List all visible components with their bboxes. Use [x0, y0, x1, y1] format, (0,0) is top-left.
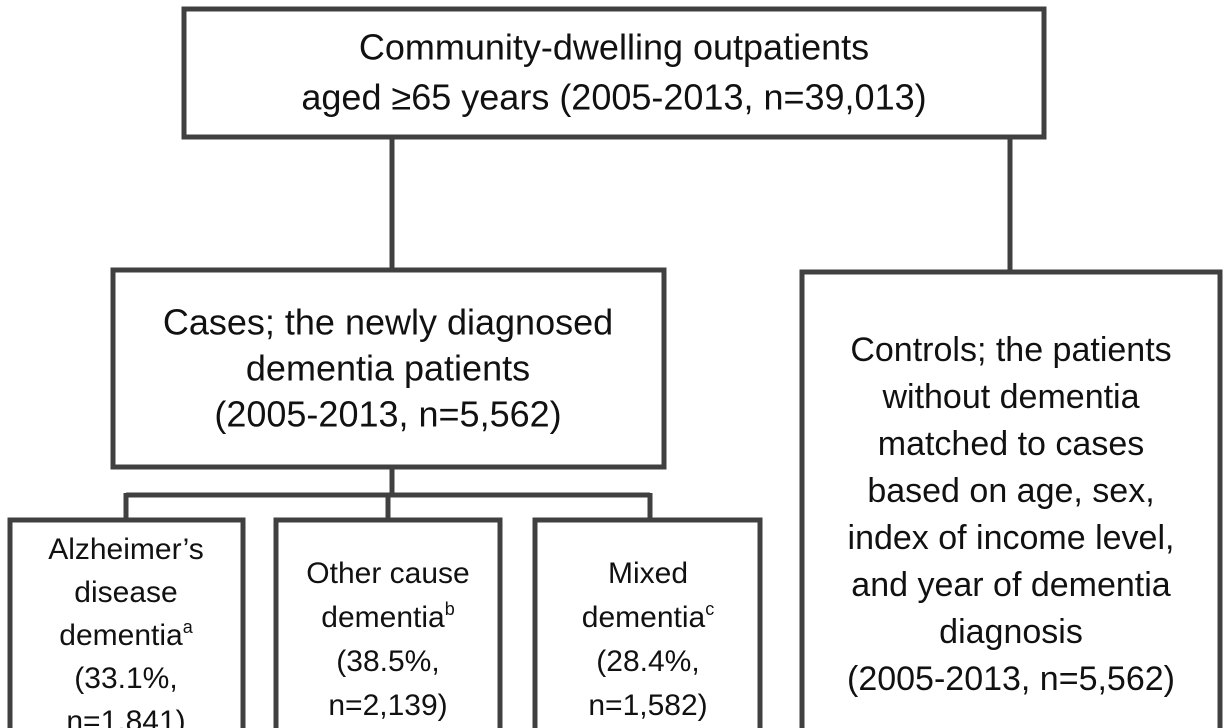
node-text: dementiaa [59, 617, 193, 652]
node-text: (2005-2013, n=5,562) [214, 394, 561, 435]
node-text: (28.4%, [596, 645, 699, 678]
superscript: b [445, 599, 455, 619]
node-text: and year of dementia [851, 566, 1171, 604]
node-text: (38.5%, [336, 645, 439, 678]
box [799, 269, 1223, 728]
box [181, 6, 1047, 140]
node-text: dementia [59, 619, 183, 652]
node-text: dementiab [321, 599, 454, 634]
node-text: Controls; the patients [850, 331, 1171, 369]
node-text: n=1,841) [66, 705, 185, 728]
superscript: c [705, 599, 714, 619]
node-text: n=1,582) [588, 689, 707, 722]
node-text: dementia [321, 601, 445, 634]
node-text: n=2,139) [328, 689, 447, 722]
node-text: dementia patients [246, 348, 530, 389]
box [532, 517, 763, 728]
node-text: (33.1%, [74, 662, 177, 695]
node-text: aged ≥65 years (2005-2013, n=39,013) [301, 77, 926, 118]
node-text: dementiac [582, 599, 714, 634]
superscript: a [183, 617, 194, 637]
node-text: Cases; the newly diagnosed [163, 302, 613, 343]
node-text: Other cause [306, 557, 469, 590]
node-text: dementia [582, 601, 706, 634]
node-text: disease [74, 576, 177, 609]
box [110, 267, 667, 470]
node-text: Community-dwelling outpatients [359, 27, 869, 68]
node-text: matched to cases [878, 425, 1144, 463]
node-text: Alzheimer’s [48, 533, 204, 566]
node-text: Mixed [608, 557, 688, 590]
node-text: based on age, sex, [867, 472, 1154, 510]
box [7, 517, 246, 728]
node-text: index of income level, [848, 519, 1175, 557]
node-text: diagnosis [939, 613, 1083, 651]
connector [123, 467, 653, 520]
node-text: without dementia [881, 378, 1139, 416]
box [273, 517, 503, 728]
node-text: (2005-2013, n=5,562) [847, 660, 1175, 698]
